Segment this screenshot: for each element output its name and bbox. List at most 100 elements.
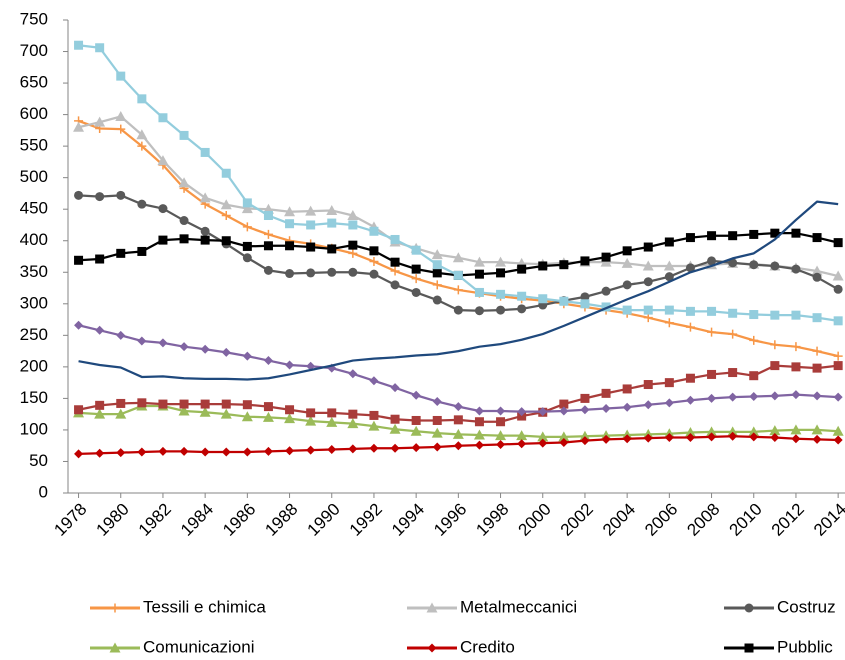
marker <box>158 235 168 245</box>
marker <box>833 316 843 326</box>
marker <box>285 360 295 370</box>
marker <box>221 447 231 457</box>
marker <box>242 241 252 251</box>
legend-item: Costruz <box>724 597 836 616</box>
legend-label: Metalmeccanici <box>460 597 577 616</box>
marker <box>95 43 105 53</box>
marker <box>685 395 695 405</box>
marker <box>263 211 273 221</box>
marker <box>452 252 464 263</box>
marker <box>179 234 189 244</box>
series <box>74 431 843 459</box>
marker <box>200 344 210 354</box>
marker <box>538 438 548 448</box>
marker <box>137 246 147 256</box>
marker <box>622 434 632 444</box>
marker <box>200 235 210 245</box>
marker <box>137 447 147 457</box>
marker <box>707 306 717 316</box>
marker <box>453 270 463 280</box>
marker <box>744 643 754 653</box>
marker <box>74 40 84 50</box>
marker <box>580 436 590 446</box>
series <box>74 361 843 427</box>
marker <box>812 233 822 243</box>
marker <box>284 206 296 217</box>
marker <box>811 424 823 435</box>
marker <box>389 423 401 434</box>
marker <box>95 448 105 458</box>
series <box>74 320 843 417</box>
marker <box>369 226 379 236</box>
y-tick-label: 300 <box>20 293 48 312</box>
marker <box>285 269 295 279</box>
legend-item: Comunicazioni <box>90 637 255 656</box>
marker <box>116 248 126 258</box>
marker <box>517 439 527 449</box>
marker <box>706 426 718 437</box>
marker <box>431 427 443 438</box>
x-tick-label: 2008 <box>683 500 723 540</box>
marker <box>390 383 400 393</box>
marker <box>474 440 484 450</box>
marker <box>348 369 358 379</box>
x-tick-label: 1978 <box>50 500 90 540</box>
marker <box>179 342 189 352</box>
y-tick-label: 250 <box>20 325 48 344</box>
marker <box>749 260 759 270</box>
marker <box>179 130 189 140</box>
marker <box>685 322 695 332</box>
marker <box>157 155 169 166</box>
marker <box>642 260 654 271</box>
legend-label: Costruz <box>777 597 836 616</box>
marker <box>770 361 780 371</box>
marker <box>728 258 738 268</box>
marker <box>664 398 674 408</box>
marker <box>158 204 168 214</box>
marker <box>220 408 232 419</box>
marker <box>664 433 674 443</box>
marker <box>643 305 653 315</box>
marker <box>833 238 843 248</box>
marker <box>327 267 337 277</box>
marker <box>643 313 653 323</box>
marker <box>749 335 759 345</box>
marker <box>749 229 759 239</box>
legend-item: Tessili e chimica <box>90 597 266 616</box>
marker <box>453 285 463 295</box>
marker <box>685 306 695 316</box>
marker <box>432 442 442 452</box>
marker <box>285 219 295 229</box>
marker <box>432 295 442 305</box>
x-tick-label: 1994 <box>388 500 428 540</box>
marker <box>116 71 126 81</box>
marker <box>833 351 843 361</box>
marker <box>770 310 780 320</box>
marker <box>474 306 484 316</box>
marker <box>327 218 337 228</box>
marker <box>474 269 484 279</box>
marker <box>115 110 127 121</box>
marker <box>369 269 379 279</box>
marker <box>200 226 210 236</box>
marker <box>221 168 231 178</box>
marker <box>411 443 421 453</box>
y-tick-label: 400 <box>20 230 48 249</box>
marker <box>495 430 507 441</box>
x-tick-label: 1984 <box>177 500 217 540</box>
marker <box>453 402 463 412</box>
marker <box>178 405 190 416</box>
marker <box>263 265 273 275</box>
legend-item: Pubblic <box>724 637 833 656</box>
marker <box>390 280 400 290</box>
marker <box>474 287 484 297</box>
marker <box>664 318 674 328</box>
x-tick-label: 1988 <box>261 500 301 540</box>
marker <box>306 242 316 252</box>
x-tick-label: 1980 <box>93 500 133 540</box>
marker <box>95 192 105 202</box>
x-tick-label: 1998 <box>472 500 512 540</box>
marker <box>684 426 696 437</box>
